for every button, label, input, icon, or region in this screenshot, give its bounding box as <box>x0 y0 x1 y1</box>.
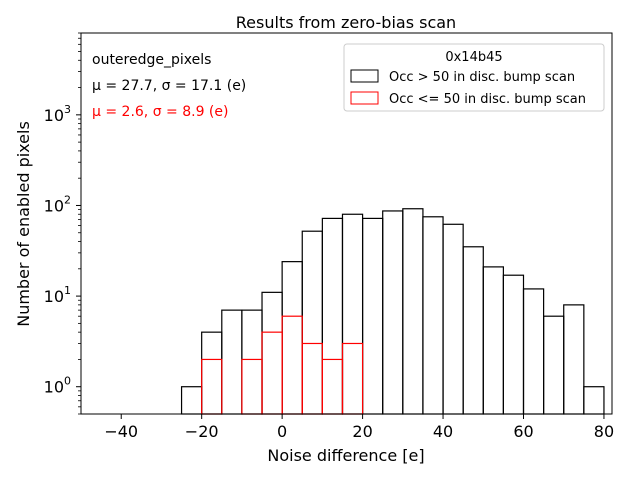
legend-label-occ-gt-50: Occ > 50 in disc. bump scan <box>389 70 575 85</box>
histogram-bar <box>281 315 303 415</box>
histogram-bar <box>422 216 444 415</box>
histogram-bar <box>180 386 203 415</box>
histogram-bar <box>563 304 585 415</box>
y-tick-label: 103 <box>44 103 71 125</box>
series-0 <box>180 208 605 415</box>
x-axis: −40 −20 0 20 40 60 80 <box>104 414 614 441</box>
histogram-bar <box>442 223 464 415</box>
histogram-bar <box>261 291 283 415</box>
x-tick-label: 60 <box>513 422 533 441</box>
histogram-bar <box>321 358 344 415</box>
histogram-bar <box>361 217 384 415</box>
annotation-red-stats: μ = 2.6, σ = 8.9 (e) <box>92 104 228 120</box>
legend: 0x14b45 Occ > 50 in disc. bump scan Occ … <box>343 43 605 112</box>
x-tick-label: 20 <box>352 422 372 441</box>
histogram-bar <box>301 230 323 415</box>
histogram-bar <box>261 331 283 415</box>
x-tick-label: 80 <box>594 422 614 441</box>
legend-label-occ-le-50: Occ <= 50 in disc. bump scan <box>389 92 586 107</box>
x-tick-label: −40 <box>104 422 138 441</box>
x-tick-label: −20 <box>185 422 219 441</box>
histogram-bar <box>341 213 364 415</box>
histogram-bar <box>543 315 565 415</box>
histogram-bar <box>402 208 424 415</box>
histogram-bar <box>321 217 344 415</box>
legend-swatch-occ-gt-50 <box>350 69 379 83</box>
series-1 <box>201 315 364 415</box>
legend-title: 0x14b45 <box>445 50 502 65</box>
y-tick-label: 102 <box>44 193 71 215</box>
x-axis-label: Noise difference [e] <box>267 446 424 465</box>
histogram-bar <box>382 210 404 415</box>
histogram-bar <box>201 331 223 415</box>
annotation-dataset-name: outeredge_pixels <box>92 52 211 68</box>
y-axis: 100 101 102 103 <box>44 32 81 415</box>
x-tick-label: 40 <box>433 422 453 441</box>
histogram-bar <box>482 266 504 415</box>
histogram-bar <box>301 342 323 415</box>
y-axis-label: Number of enabled pixels <box>14 121 33 327</box>
annotation-black-stats: μ = 27.7, σ = 17.1 (e) <box>92 78 246 94</box>
histogram-bar <box>241 309 263 415</box>
histogram-bar <box>502 274 525 415</box>
legend-box <box>343 43 605 112</box>
series-layer <box>180 208 605 415</box>
histogram-bar <box>281 261 303 415</box>
histogram-bar <box>462 246 484 415</box>
histogram-bar <box>583 386 605 415</box>
histogram-bar <box>522 288 545 415</box>
histogram-bar <box>221 309 243 415</box>
chart-title: Results from zero-bias scan <box>236 13 456 32</box>
y-tick-label: 101 <box>44 284 71 306</box>
legend-swatch-occ-le-50 <box>350 91 379 105</box>
histogram-bar <box>201 358 223 415</box>
y-tick-label: 100 <box>44 375 71 397</box>
plot-frame <box>80 32 613 415</box>
histogram-bar <box>341 342 364 415</box>
x-tick-label: 0 <box>277 422 287 441</box>
histogram-bar <box>241 358 263 415</box>
